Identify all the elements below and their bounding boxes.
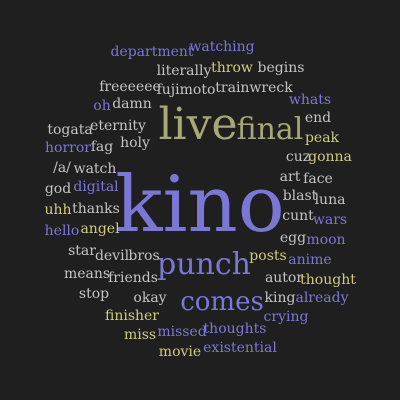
word-whats: whats bbox=[288, 92, 332, 108]
word-face: face bbox=[303, 171, 333, 187]
word-cuz: cuz bbox=[285, 149, 311, 165]
word-friends: friends bbox=[108, 270, 158, 286]
word-blast: blast bbox=[282, 188, 318, 204]
word-egg: egg bbox=[279, 230, 307, 246]
word-movie: movie bbox=[158, 344, 202, 360]
word-end: end bbox=[304, 110, 332, 126]
word-already: already bbox=[295, 290, 349, 306]
word-comes: comes bbox=[180, 287, 264, 317]
word-art: art bbox=[279, 169, 301, 185]
word-oh: oh bbox=[93, 98, 111, 114]
word-luna: luna bbox=[314, 192, 346, 208]
word-holy: holy bbox=[120, 135, 150, 151]
word-literally: literally bbox=[156, 63, 212, 79]
word-missed: missed bbox=[157, 324, 207, 340]
word-punch: punch bbox=[157, 247, 251, 282]
word-god: god bbox=[44, 181, 72, 197]
word-posts: posts bbox=[249, 248, 287, 264]
word-means: means bbox=[63, 266, 111, 282]
word-wars: wars bbox=[312, 212, 348, 228]
word-devil: devil bbox=[94, 248, 130, 264]
word-star: star bbox=[68, 243, 96, 259]
word-okay: okay bbox=[133, 290, 167, 306]
word-thought: thought bbox=[300, 272, 356, 288]
word-stop: stop bbox=[78, 286, 110, 302]
word-existential: existential bbox=[203, 340, 277, 356]
word-togata: togata bbox=[47, 122, 93, 138]
word-crying: crying bbox=[263, 309, 309, 325]
word-peak: peak bbox=[304, 130, 340, 146]
word-eternity: eternity bbox=[90, 118, 146, 134]
word-watch: watch bbox=[73, 161, 117, 177]
word-king: king bbox=[264, 290, 296, 306]
word-horror: horror bbox=[45, 140, 91, 156]
word-anime: anime bbox=[288, 252, 332, 268]
word-thanks: thanks bbox=[72, 201, 120, 217]
word-damn: damn bbox=[112, 96, 152, 112]
word-live: live bbox=[158, 99, 238, 150]
word-miss: miss bbox=[123, 327, 157, 343]
word-kino: kino bbox=[115, 160, 285, 250]
word-watching: watching bbox=[189, 39, 255, 55]
word-finisher: finisher bbox=[104, 308, 160, 324]
word-freeeeee: freeeeee bbox=[99, 79, 161, 95]
word-uhh: uhh bbox=[44, 202, 72, 218]
word-gonna: gonna bbox=[308, 149, 352, 165]
word-bros: bros bbox=[128, 248, 160, 264]
word-autor: autor bbox=[264, 270, 304, 286]
word-begins: begins bbox=[257, 60, 305, 76]
word-digital: digital bbox=[73, 179, 119, 195]
word-fag: fag bbox=[90, 139, 114, 155]
word-angel: angel bbox=[80, 221, 120, 237]
word-fujimoto: fujimoto bbox=[156, 82, 216, 98]
word-a: /a/ bbox=[53, 160, 71, 176]
word-thoughts: thoughts bbox=[203, 321, 267, 337]
word-hello: hello bbox=[44, 223, 80, 239]
word-trainwreck: trainwreck bbox=[215, 80, 293, 96]
word-final: final bbox=[236, 112, 304, 147]
word-department: department bbox=[110, 44, 194, 60]
word-throw: throw bbox=[211, 60, 253, 76]
word-moon: moon bbox=[306, 232, 346, 248]
word-cunt: cunt bbox=[282, 208, 314, 224]
